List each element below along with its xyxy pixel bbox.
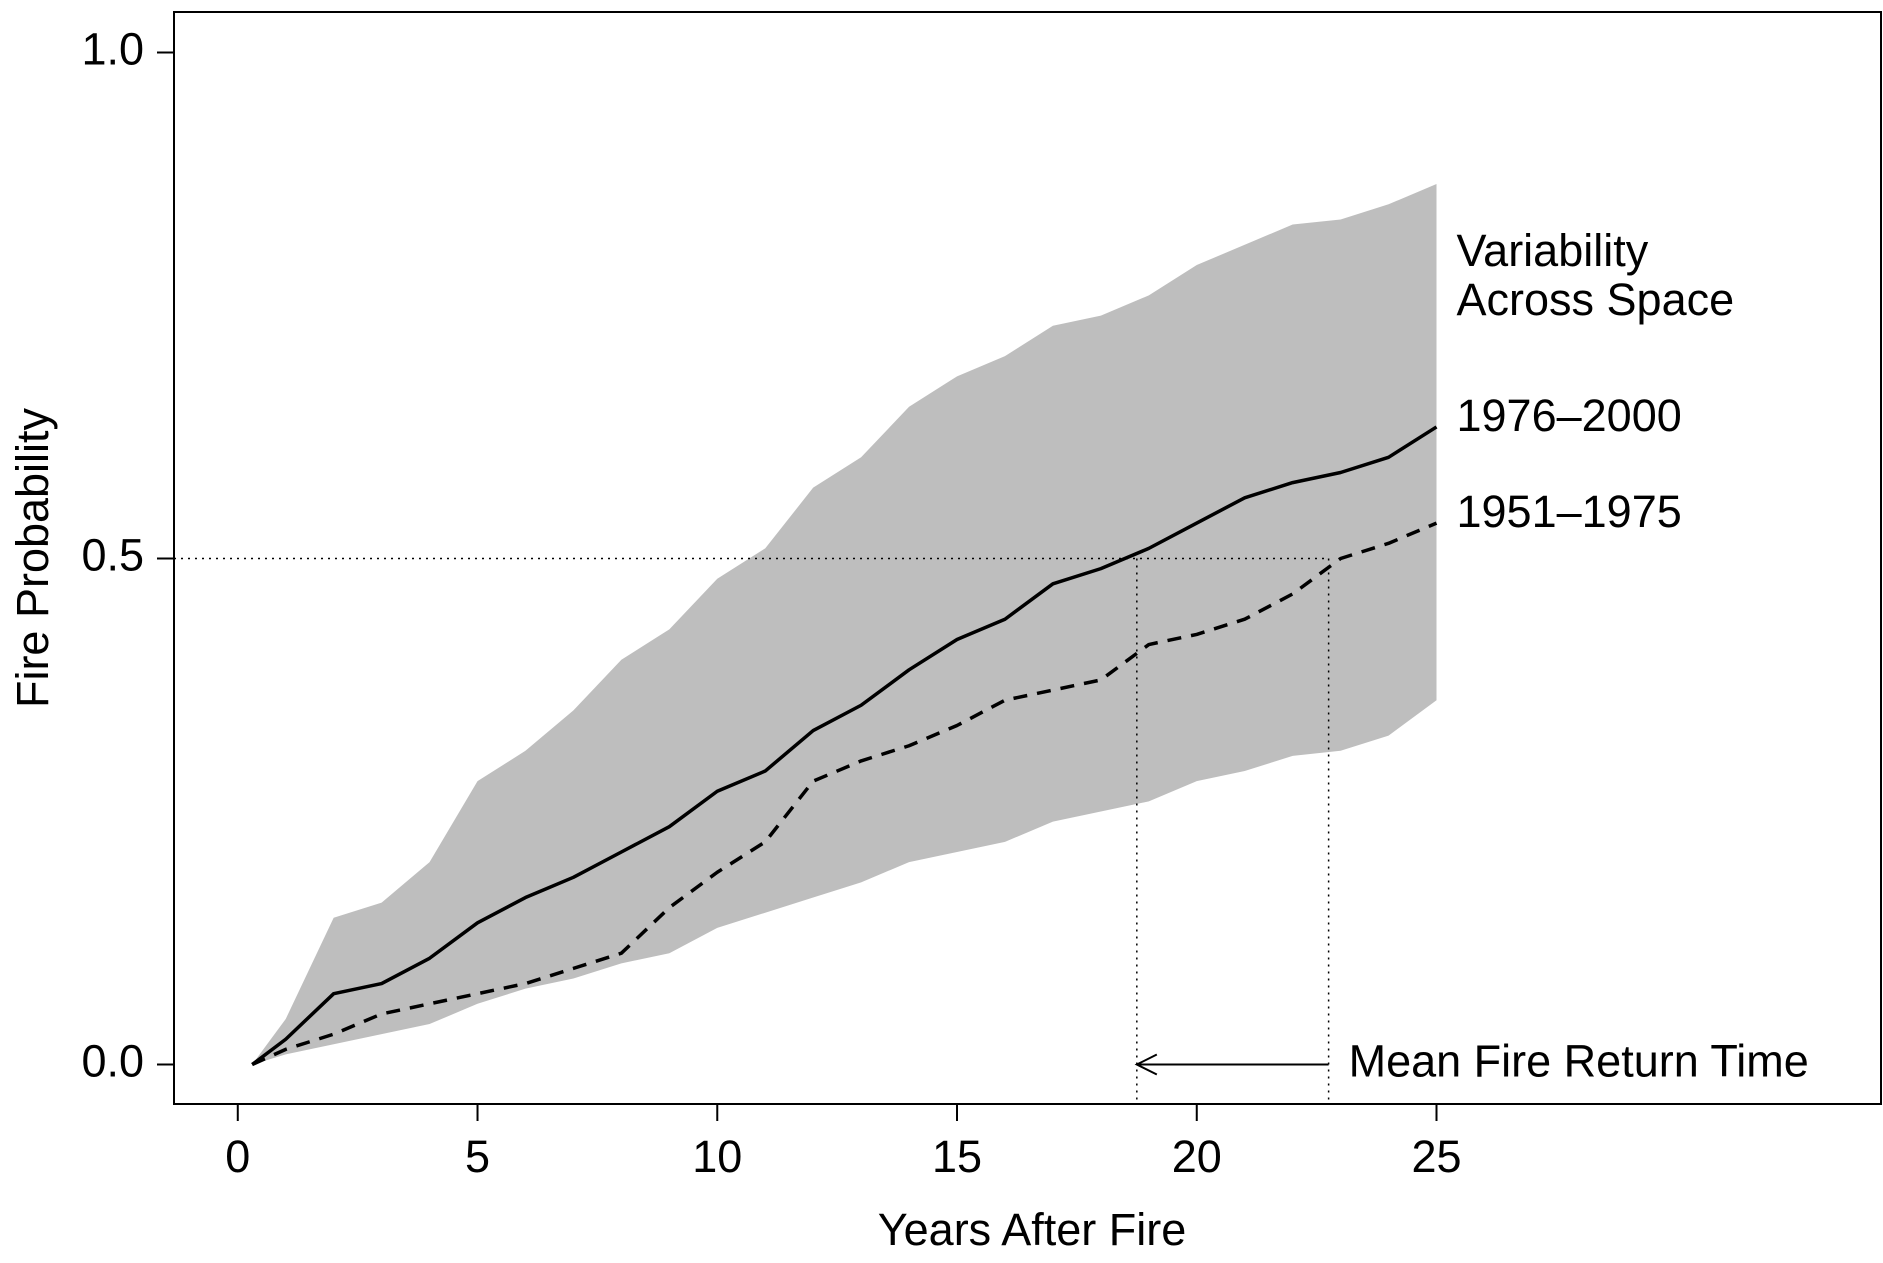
y-tick-label: 0.0 — [81, 1035, 144, 1086]
series-label: 1951–1975 — [1457, 486, 1682, 537]
x-axis-label: Years After Fire — [878, 1204, 1186, 1255]
x-tick-label: 25 — [1411, 1131, 1461, 1182]
y-tick-label: 0.5 — [81, 529, 144, 580]
x-tick-label: 20 — [1172, 1131, 1222, 1182]
series-label: 1976–2000 — [1457, 390, 1682, 441]
series-line — [251, 521, 1438, 1067]
x-tick-label: 10 — [692, 1131, 742, 1182]
x-tick-label: 0 — [225, 1131, 250, 1182]
arrow-head — [1134, 1053, 1158, 1076]
y-tick-label: 1.0 — [81, 23, 144, 74]
y-axis-label: Fire Probability — [7, 407, 58, 708]
variability-band — [252, 184, 1437, 1065]
series-line — [251, 425, 1438, 1066]
annotation: Mean Fire Return Time — [1349, 1035, 1809, 1086]
x-tick-label: 15 — [932, 1131, 982, 1182]
band-label: Across Space — [1457, 274, 1735, 325]
band-label: Variability — [1457, 225, 1649, 276]
x-tick-label: 5 — [465, 1131, 490, 1182]
